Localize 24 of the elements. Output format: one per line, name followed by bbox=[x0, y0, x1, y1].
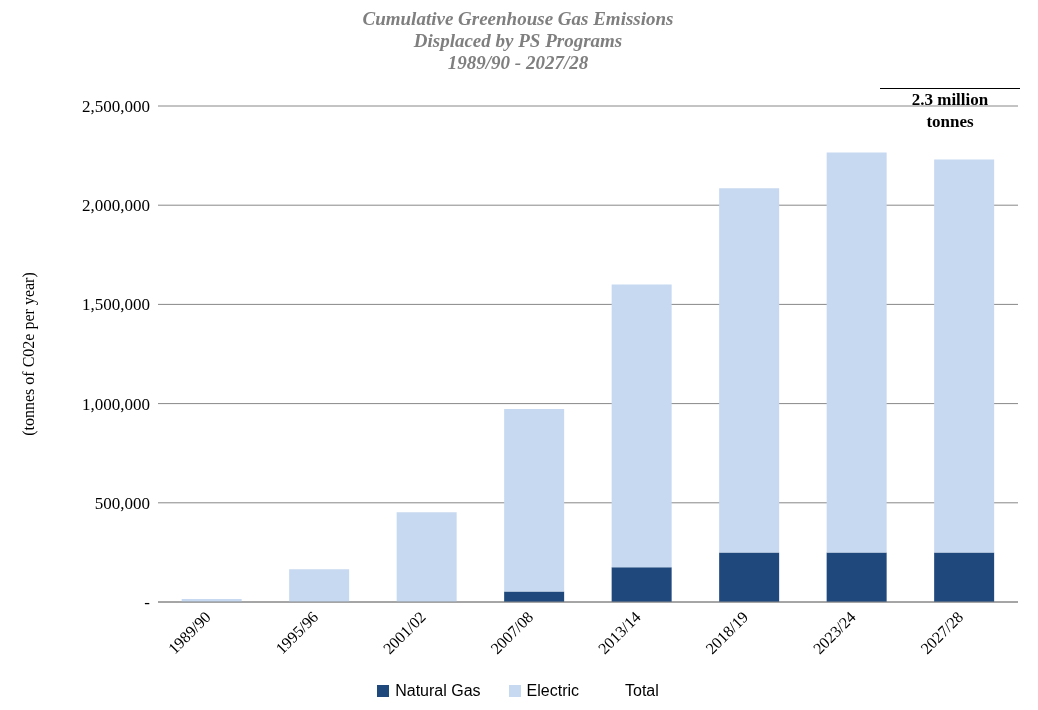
bar bbox=[826, 152, 887, 553]
bar bbox=[611, 567, 672, 602]
bar bbox=[719, 552, 780, 602]
y-tick-label: 1,500,000 bbox=[82, 295, 150, 315]
chart-title: Cumulative Greenhouse Gas Emissions Displaced by PS Programs 1989/90 - 2027/28 bbox=[361, 8, 675, 74]
bar bbox=[934, 159, 995, 553]
y-tick-label: 500,000 bbox=[94, 493, 150, 513]
bar bbox=[504, 408, 565, 592]
bar bbox=[289, 569, 350, 602]
bar bbox=[396, 512, 457, 602]
y-tick-label: 2,000,000 bbox=[82, 196, 150, 216]
annotation: 2.3 million tonnes bbox=[880, 88, 1020, 133]
legend-label: Natural Gas bbox=[395, 682, 481, 700]
bar bbox=[826, 552, 887, 602]
bar bbox=[719, 188, 780, 553]
legend-label: Electric bbox=[526, 682, 580, 700]
y-tick-label: 2,500,000 bbox=[82, 97, 150, 117]
bar bbox=[504, 591, 565, 602]
y-axis-title: (tonnes of C02e per year) bbox=[19, 272, 38, 436]
text: Total bbox=[625, 682, 659, 700]
y-tick-label: - bbox=[144, 593, 151, 613]
bar bbox=[611, 284, 672, 568]
bar bbox=[934, 552, 995, 602]
y-tick-label: 1,000,000 bbox=[82, 394, 150, 414]
